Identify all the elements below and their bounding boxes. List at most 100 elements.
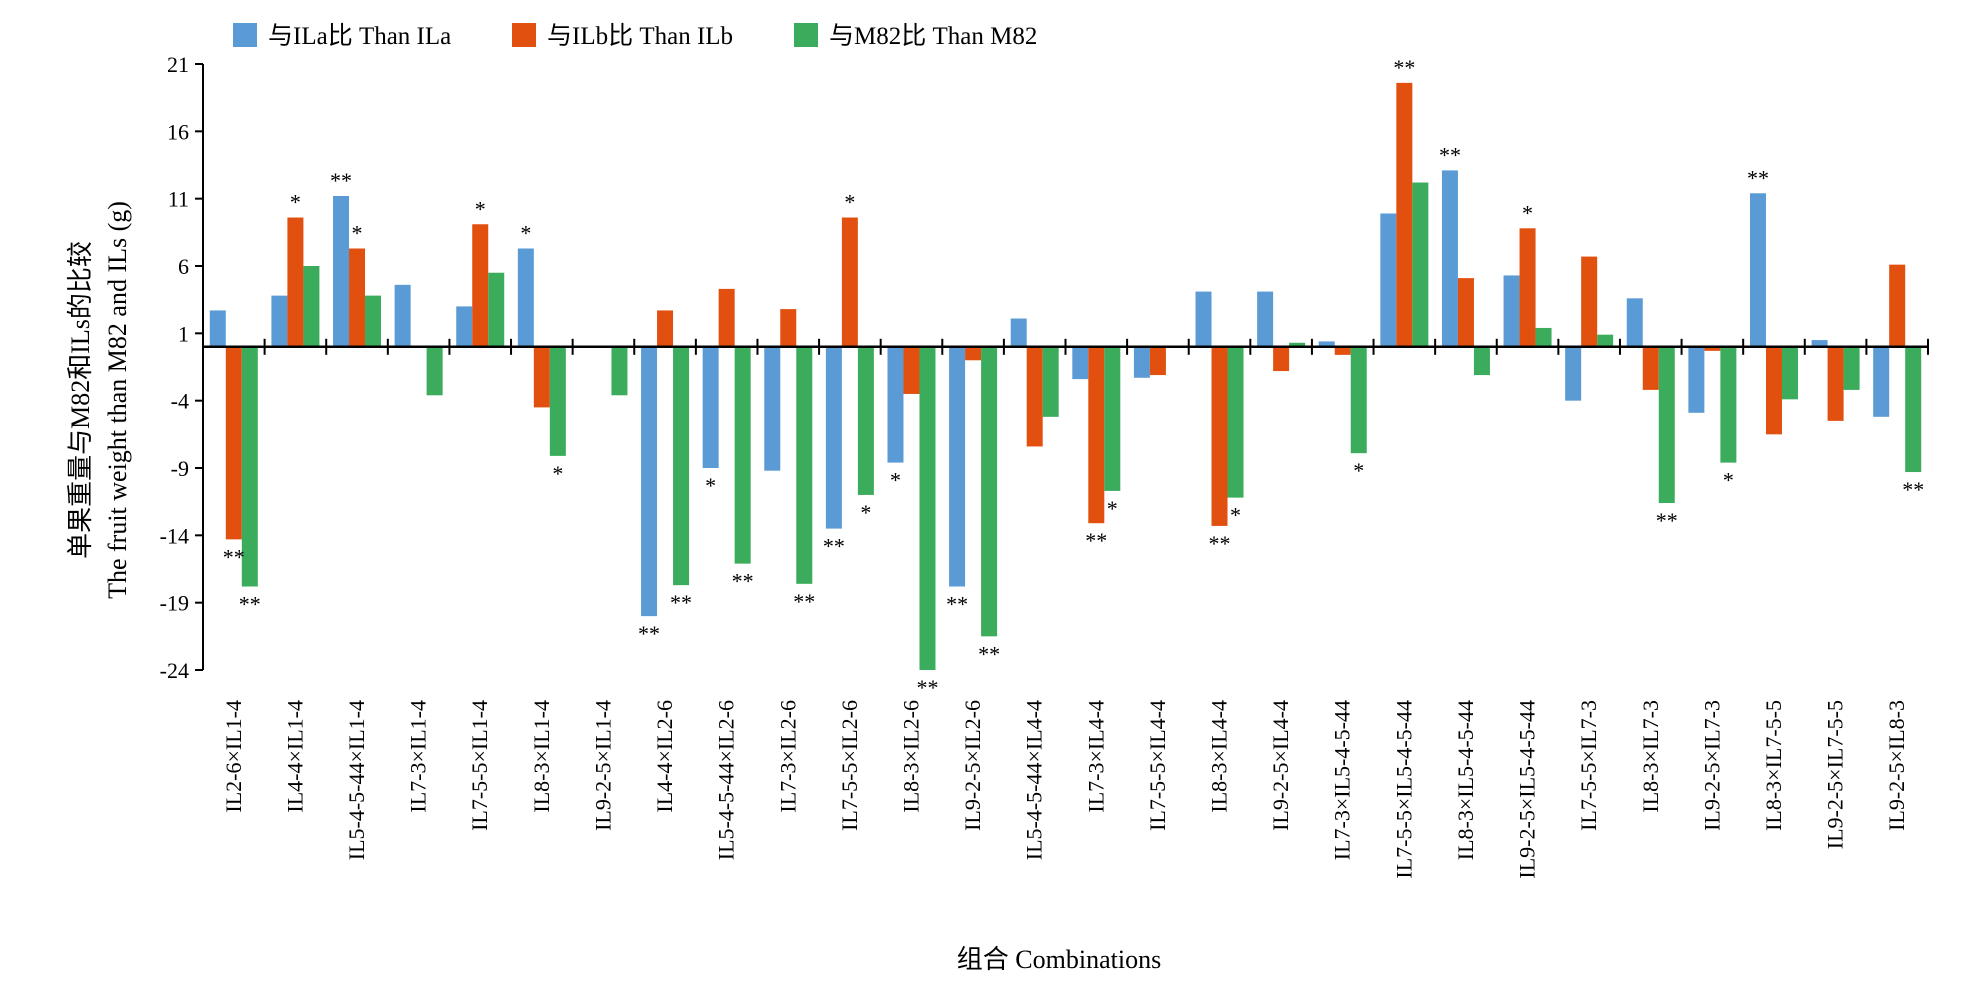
x-tick-label: IL7-5-5×IL2-6 xyxy=(837,700,862,831)
legend-label: 与ILa比 Than ILa xyxy=(268,22,451,50)
bar-series-2 xyxy=(225,346,242,540)
x-tick-label: IL9-2-5×IL2-6 xyxy=(960,700,985,831)
bar-series-1 xyxy=(1626,298,1643,347)
significance-label: ** xyxy=(916,675,938,700)
significance-label: ** xyxy=(330,168,352,193)
y-axis: 21 16 11 6 1 -4 -9 -14 -19 -24 xyxy=(160,52,204,683)
bar-series-1 xyxy=(271,295,288,347)
bar-series-2 xyxy=(1457,278,1474,347)
bar-series-1 xyxy=(764,346,781,471)
bar-series-3 xyxy=(1227,346,1244,498)
bar-series-1 xyxy=(1565,346,1582,401)
x-axis-title: 组合 Combinations xyxy=(957,945,1161,974)
bar-series-2 xyxy=(1827,346,1844,421)
bar-series-2 xyxy=(1704,346,1721,351)
x-axis: IL2-6×IL1-4 IL4-4×IL1-4 IL5-4-5-44×IL1-4 IL… xyxy=(202,338,1929,879)
y-tick-label: -14 xyxy=(160,523,189,548)
significance-label: * xyxy=(1353,458,1364,483)
bar-series-3 xyxy=(1412,182,1429,347)
x-tick-label: IL8-3×IL4-4 xyxy=(1207,700,1232,813)
significance-label: ** xyxy=(732,569,754,594)
significance-labels: ******************** *** *****************… xyxy=(223,55,1924,700)
bar-series-1 xyxy=(1318,341,1335,347)
bar-series-1 xyxy=(1133,346,1150,378)
x-tick-label: IL7-3×IL2-6 xyxy=(775,700,800,813)
legend-swatch xyxy=(233,23,257,47)
bar-series-3 xyxy=(673,346,690,586)
bar-series-3 xyxy=(1843,346,1860,390)
bar-series-3 xyxy=(796,346,813,584)
y-tick-label: 16 xyxy=(167,119,189,144)
significance-label: * xyxy=(352,220,363,245)
x-tick-label: IL5-4-5-44×IL1-4 xyxy=(344,700,369,860)
significance-label: ** xyxy=(1209,531,1231,556)
significance-label: ** xyxy=(978,641,1000,666)
bar-series-3 xyxy=(1350,346,1367,454)
x-tick-label: IL7-3×IL1-4 xyxy=(406,700,431,813)
bar-series-2 xyxy=(1334,346,1351,355)
y-tick-label: 1 xyxy=(178,321,189,346)
bar-series-1 xyxy=(887,346,904,463)
bar-series-1 xyxy=(1380,213,1397,347)
y-tick-label: 6 xyxy=(178,254,189,279)
y-tick-label: 21 xyxy=(167,52,189,77)
y-tick-label: -4 xyxy=(171,389,189,414)
x-tick-label: IL7-3×IL5-4-5-44 xyxy=(1330,700,1355,860)
bar-series-3 xyxy=(919,346,936,670)
x-tick-label: IL7-5-5×IL5-4-5-44 xyxy=(1391,700,1416,879)
bar-series-2 xyxy=(718,288,735,347)
x-tick-label: IL5-4-5-44×IL4-4 xyxy=(1022,700,1047,860)
bar-series-1 xyxy=(1749,193,1766,347)
legend-swatch xyxy=(512,23,536,47)
significance-label: ** xyxy=(223,544,245,569)
significance-label: * xyxy=(844,190,855,215)
x-tick-label: IL2-6×IL1-4 xyxy=(221,700,246,813)
bar-series-1 xyxy=(1441,170,1458,347)
x-tick-label: IL8-3×IL7-5-5 xyxy=(1761,700,1786,831)
bar-series-1 xyxy=(949,346,966,587)
bar-series-1 xyxy=(1195,291,1212,347)
significance-label: ** xyxy=(1747,165,1769,190)
x-tick-label: IL9-2-5×IL1-4 xyxy=(590,700,615,831)
bar-series-3 xyxy=(1720,346,1737,463)
x-tick-label: IL7-5-5×IL4-4 xyxy=(1145,700,1170,831)
bar-series-2 xyxy=(841,217,858,347)
bar-series-3 xyxy=(1104,346,1121,491)
bar-series-3 xyxy=(1781,346,1798,400)
significance-label: ** xyxy=(1393,55,1415,80)
x-tick-label: IL7-5-5×IL1-4 xyxy=(467,700,492,831)
significance-label: * xyxy=(475,196,486,221)
legend-label: 与M82比 Than M82 xyxy=(829,22,1037,50)
significance-label: ** xyxy=(1656,508,1678,533)
bar-series-2 xyxy=(1211,346,1228,526)
bar-series-1 xyxy=(1688,346,1705,413)
bar-series-3 xyxy=(1535,327,1552,347)
bar-series-2 xyxy=(287,217,304,347)
bar-series-1 xyxy=(702,346,719,468)
x-tick-label: IL4-4×IL2-6 xyxy=(652,700,677,813)
significance-label: * xyxy=(1107,496,1118,521)
legend-label: 与ILb比 Than ILb xyxy=(547,22,733,50)
y-axis-title-line2: The fruit weight than M82 and ILs (g) xyxy=(103,201,132,599)
x-tick-label: IL5-4-5-44×IL2-6 xyxy=(714,700,739,860)
significance-label: ** xyxy=(670,590,692,615)
bar-series-3 xyxy=(1042,346,1059,417)
bar-series-3 xyxy=(1289,342,1306,347)
bar-series-2 xyxy=(533,346,550,408)
bar-series-3 xyxy=(611,346,628,396)
y-tick-label: -9 xyxy=(171,456,189,481)
significance-label: * xyxy=(890,468,901,493)
bar-series-2 xyxy=(1088,346,1105,524)
significance-label: * xyxy=(552,461,563,486)
bar-series-3 xyxy=(365,295,382,347)
bar-series-2 xyxy=(965,346,982,361)
bar-series-2 xyxy=(1642,346,1659,390)
bar-series-2 xyxy=(349,248,366,347)
bar-series-2 xyxy=(1765,346,1782,435)
bar-series-3 xyxy=(426,346,443,396)
bar-series-2 xyxy=(780,309,797,347)
significance-label: ** xyxy=(638,621,660,646)
y-axis-title-line1: 单果重量与M82和ILs的比较 xyxy=(66,241,95,559)
x-tick-label: IL7-5-5×IL7-3 xyxy=(1576,700,1601,831)
x-tick-label: IL9-2-5×IL7-3 xyxy=(1699,700,1724,831)
